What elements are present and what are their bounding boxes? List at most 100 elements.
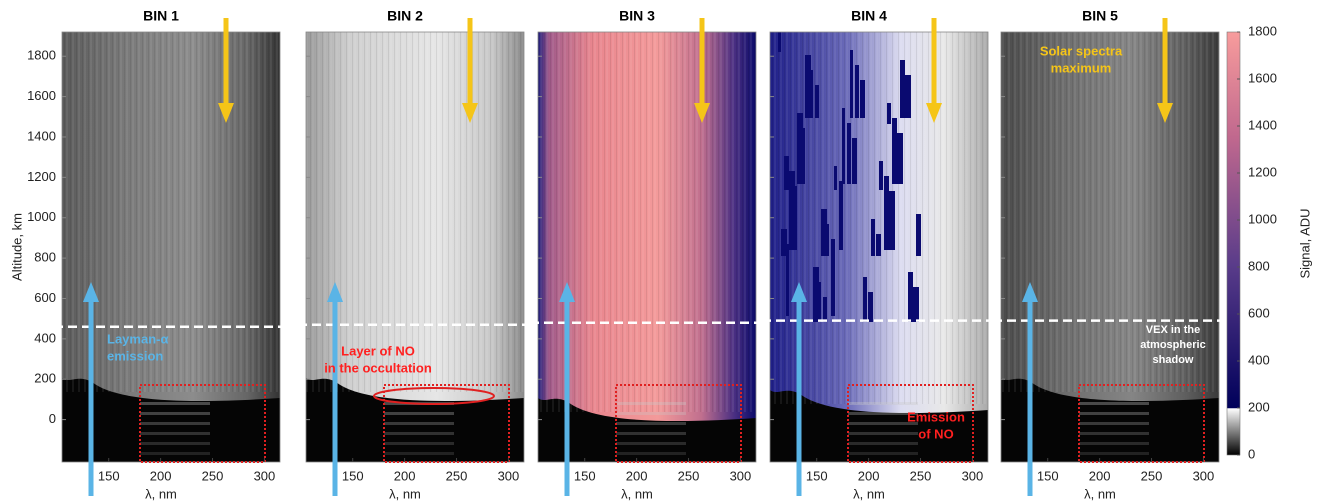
speckle — [786, 244, 789, 316]
annotation: Solar spectra — [1040, 43, 1123, 58]
speckle — [842, 108, 845, 184]
x-tick-label: 300 — [962, 468, 984, 483]
annotation: shadow — [1153, 354, 1194, 366]
colorbar-label: Signal, ADU — [1297, 208, 1312, 278]
annotation: emission — [107, 348, 163, 363]
speckle — [784, 156, 789, 190]
emission-band — [1079, 402, 1149, 405]
colorbar-tick-label: 800 — [1248, 258, 1270, 273]
panel-title: BIN 4 — [851, 8, 887, 24]
speckle — [818, 282, 821, 322]
emission-band — [140, 422, 210, 425]
emission-band — [848, 412, 918, 415]
x-tick-label: 300 — [498, 468, 520, 483]
panel: 150 200 250 300 BIN 5 λ, nm Solar spectra maxim… — [993, 8, 1227, 501]
emission-band — [384, 432, 454, 435]
colorbar-tick-label: 1200 — [1248, 164, 1277, 179]
roi-ellipse — [373, 387, 495, 405]
emission-band — [616, 422, 686, 425]
emission-band — [616, 452, 686, 455]
y-tick-label: 800 — [34, 250, 56, 265]
x-tick-label: 250 — [1141, 468, 1163, 483]
speckle — [908, 272, 913, 322]
colorbar — [1226, 31, 1241, 456]
panel-title: BIN 3 — [619, 8, 655, 24]
speckle — [834, 166, 837, 190]
colorbar-tick-label: 1600 — [1248, 70, 1277, 85]
emission-band — [848, 442, 918, 445]
arrow-down-head — [926, 103, 942, 123]
x-tick-label: 200 — [626, 468, 648, 483]
image-texture — [1001, 32, 1219, 392]
speckle — [905, 75, 911, 118]
roi-box — [1078, 384, 1205, 463]
y-tick-label: 400 — [34, 330, 56, 345]
arrow-down-head — [694, 103, 710, 123]
annotation: of NO — [918, 426, 953, 441]
emission-band — [616, 402, 686, 405]
x-axis-label: λ, nm — [853, 486, 885, 501]
speckle — [850, 50, 853, 118]
speckle — [805, 55, 811, 118]
emission-band — [1079, 432, 1149, 435]
x-tick-label: 150 — [1037, 468, 1059, 483]
emission-band — [140, 412, 210, 415]
speckle — [821, 209, 827, 256]
speckle — [884, 176, 889, 250]
speckle — [897, 133, 903, 184]
emission-band — [848, 432, 918, 435]
x-axis-label: λ, nm — [145, 486, 177, 501]
speckle — [797, 113, 803, 184]
y-tick-label: 600 — [34, 290, 56, 305]
speckle — [778, 32, 781, 52]
emission-band — [848, 422, 918, 425]
panel-title: BIN 2 — [387, 8, 423, 24]
colorbar-tick-label: 400 — [1248, 352, 1270, 367]
y-tick-label: 1800 — [27, 48, 56, 63]
emission-band — [140, 442, 210, 445]
emission-band — [1079, 422, 1149, 425]
speckle — [789, 171, 795, 250]
emission-band — [384, 442, 454, 445]
colorbar-tick-label: 600 — [1248, 305, 1270, 320]
y-axis-label: Altitude, km — [9, 213, 24, 281]
emission-band — [384, 412, 454, 415]
roi-box — [847, 384, 974, 463]
arrow-down-head — [218, 103, 234, 123]
speckle — [826, 224, 829, 256]
speckle — [794, 186, 797, 250]
y-tick-label: 1200 — [27, 169, 56, 184]
annotation: VEX in the — [1146, 324, 1200, 336]
speckle — [823, 297, 827, 322]
x-tick-label: 150 — [574, 468, 596, 483]
speckle — [831, 239, 835, 316]
speckle — [892, 118, 897, 184]
y-tick-label: 200 — [34, 371, 56, 386]
arrow-up-head — [327, 282, 343, 302]
emission-band — [848, 402, 918, 405]
emission-band — [140, 432, 210, 435]
colorbar-tick-label: 1000 — [1248, 211, 1277, 226]
speckle — [852, 138, 857, 184]
image-texture — [62, 32, 280, 392]
roi-box — [383, 384, 510, 463]
emission-band — [616, 432, 686, 435]
speckle — [887, 103, 891, 124]
x-tick-label: 300 — [254, 468, 276, 483]
colorbar-tick-label: 1400 — [1248, 117, 1277, 132]
x-tick-label: 200 — [394, 468, 416, 483]
panel-title: BIN 1 — [143, 8, 179, 24]
speckle — [813, 267, 819, 322]
x-tick-label: 150 — [806, 468, 828, 483]
speckle — [815, 85, 819, 118]
arrow-down-head — [1157, 103, 1173, 123]
image-texture — [306, 32, 524, 392]
emission-band — [616, 442, 686, 445]
speckle — [868, 292, 873, 322]
y-tick-label: 1600 — [27, 88, 56, 103]
y-tick-label: 1000 — [27, 209, 56, 224]
annotation: in the occultation — [324, 360, 432, 375]
speckle — [781, 229, 787, 256]
annotation: Emission — [907, 409, 965, 424]
